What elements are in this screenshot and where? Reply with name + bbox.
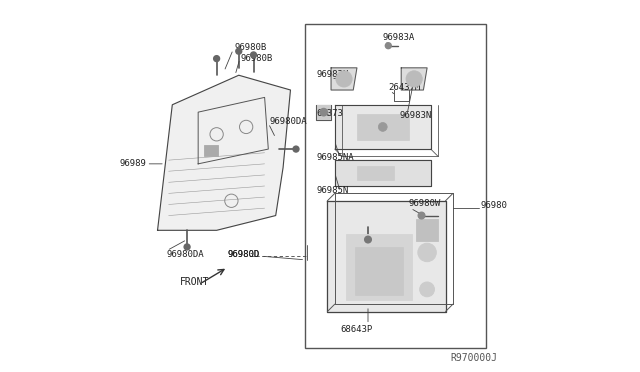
Text: 96980: 96980	[481, 201, 508, 210]
Text: 96980DA: 96980DA	[167, 250, 204, 259]
Text: 96980B: 96980B	[234, 43, 267, 52]
Circle shape	[320, 109, 328, 116]
Text: 96983N: 96983N	[399, 112, 431, 121]
Text: 96980D: 96980D	[228, 250, 260, 259]
Bar	[416, 219, 438, 241]
Circle shape	[418, 212, 425, 219]
Polygon shape	[331, 68, 357, 90]
Bar	[355, 247, 403, 295]
Text: 96989: 96989	[120, 159, 147, 169]
Text: 69373: 69373	[316, 109, 343, 118]
Circle shape	[385, 43, 391, 49]
Circle shape	[418, 243, 436, 262]
Circle shape	[184, 244, 190, 250]
Circle shape	[214, 56, 220, 62]
Polygon shape	[401, 68, 427, 90]
Bar	[204, 145, 218, 156]
Text: FRONT: FRONT	[180, 277, 209, 287]
Text: 96980B: 96980B	[241, 54, 273, 63]
Circle shape	[378, 122, 387, 131]
Polygon shape	[157, 75, 291, 230]
Circle shape	[251, 52, 257, 58]
Text: 96983A: 96983A	[383, 33, 415, 42]
Text: 96983N: 96983N	[316, 70, 349, 79]
Bar	[357, 114, 408, 140]
Circle shape	[420, 282, 435, 297]
Circle shape	[406, 71, 422, 87]
Text: 26437M: 26437M	[388, 83, 420, 92]
Text: 96980DA: 96980DA	[269, 117, 307, 126]
Text: 68643P: 68643P	[340, 325, 373, 334]
Text: 96985NA: 96985NA	[316, 153, 354, 162]
Bar	[346, 234, 412, 301]
Text: R970000J: R970000J	[450, 353, 497, 363]
Polygon shape	[328, 201, 445, 311]
Text: 96985N: 96985N	[316, 186, 349, 195]
Circle shape	[365, 236, 371, 243]
Bar	[305, 23, 486, 349]
Circle shape	[236, 48, 242, 54]
Bar	[357, 166, 394, 180]
Circle shape	[336, 71, 352, 87]
Circle shape	[293, 146, 299, 152]
Polygon shape	[335, 105, 431, 149]
Polygon shape	[335, 160, 431, 186]
Text: 96980D: 96980D	[228, 250, 260, 259]
Text: 96980W: 96980W	[408, 199, 441, 208]
Polygon shape	[316, 105, 331, 119]
